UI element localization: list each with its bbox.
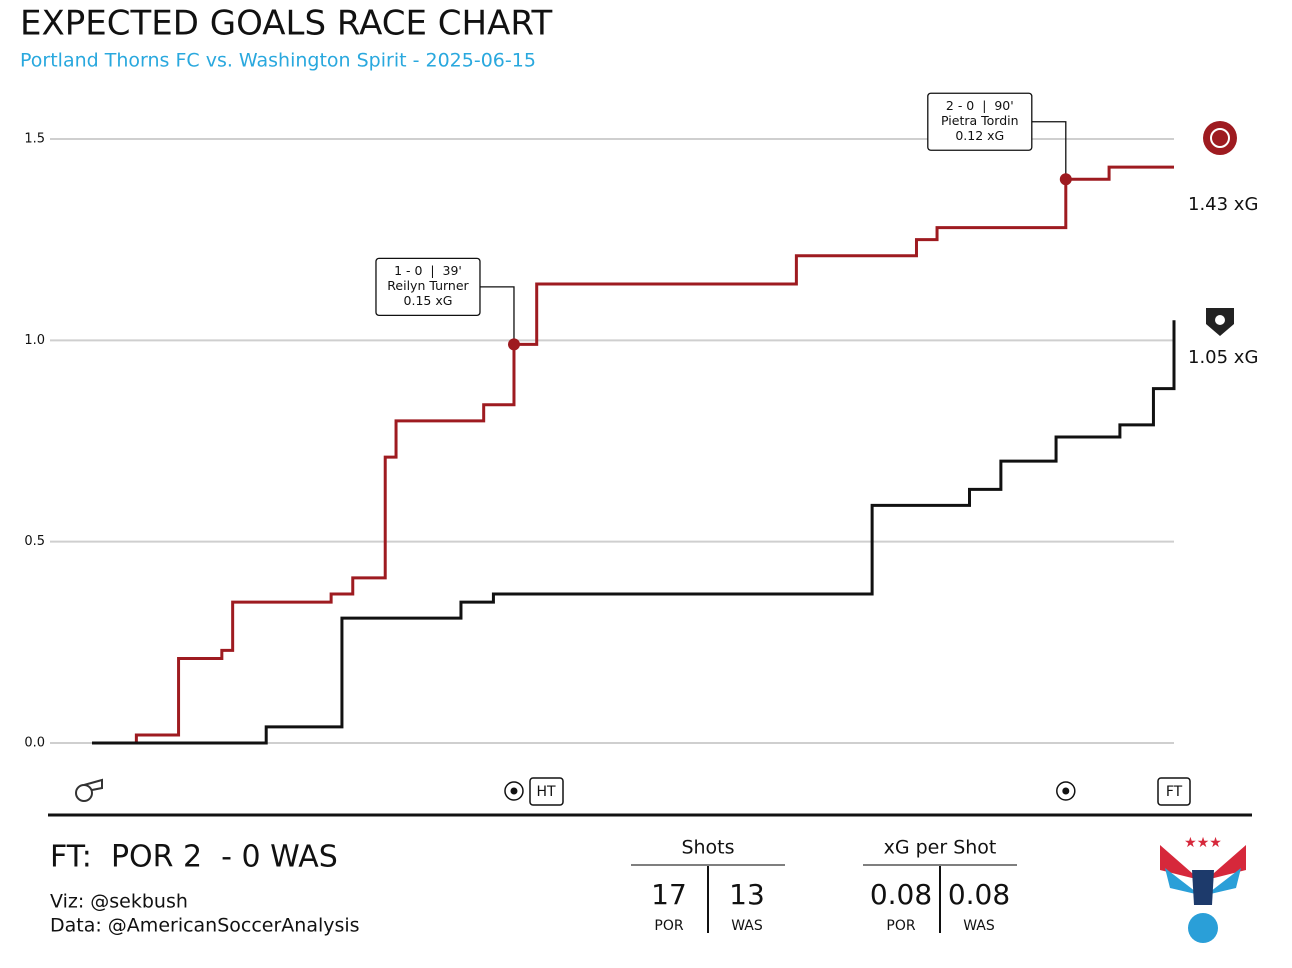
stat-title: xG per Shot [884, 837, 997, 859]
annotation-player: Reilyn Turner [387, 278, 469, 293]
credit: Viz: @sekbush [50, 891, 188, 913]
annotation-heading: 2 - 0 | 90' [946, 98, 1014, 113]
annotation-heading: 1 - 0 | 39' [394, 263, 462, 278]
y-tick-label: 0.0 [24, 736, 45, 751]
annotation-player: Pietra Tordin [941, 113, 1019, 128]
ft-box [1157, 777, 1191, 806]
stat-value: 17 [651, 878, 687, 911]
ht-box [529, 777, 564, 806]
stat-team: POR [654, 918, 683, 934]
connector [479, 286, 515, 345]
stat-value: 0.08 [870, 878, 932, 911]
end-label: 1.05 xG [1188, 347, 1258, 368]
stat-value: 13 [729, 878, 765, 911]
xg-line [92, 165, 1174, 745]
was-logo [1206, 308, 1234, 336]
annotation-box [375, 257, 481, 317]
stat-value: 0.08 [948, 878, 1010, 911]
annotation-xg: 0.15 xG [404, 293, 453, 308]
annotation-xg: 0.12 xG [955, 128, 1004, 143]
svg-text:★★★: ★★★ [1184, 835, 1222, 851]
y-tick-label: 0.5 [24, 534, 45, 549]
y-tick-label: 1.5 [24, 132, 45, 147]
goal-ball-icon [1056, 781, 1076, 801]
credit: Data: @AmericanSoccerAnalysis [50, 915, 360, 937]
end-label: 1.43 xG [1188, 194, 1258, 215]
goal-dot [1059, 173, 1072, 186]
ht-label: HT [536, 784, 556, 800]
stat-team: WAS [963, 918, 995, 934]
goal-dot [507, 338, 520, 351]
score: FT: POR 2 - 0 WAS [50, 840, 338, 875]
ball-patch [510, 787, 518, 795]
whistle-icon [75, 778, 103, 802]
ft-label: FT [1166, 784, 1183, 800]
connector [1031, 121, 1067, 180]
y-tick-label: 1.0 [24, 333, 45, 348]
chart-title: EXPECTED GOALS RACE CHART [20, 4, 552, 44]
ball-patch [1062, 787, 1070, 795]
annotation-box [927, 92, 1033, 151]
stat-title: Shots [681, 837, 734, 859]
por-logo [1203, 121, 1237, 155]
goal-ball-icon [504, 781, 524, 801]
stat-team: WAS [731, 918, 763, 934]
chart-subtitle: Portland Thorns FC vs. Washington Spirit… [20, 50, 536, 72]
xg-line [92, 320, 1176, 745]
asa-logo: ★★★ [1160, 835, 1246, 943]
stat-team: POR [886, 918, 915, 934]
